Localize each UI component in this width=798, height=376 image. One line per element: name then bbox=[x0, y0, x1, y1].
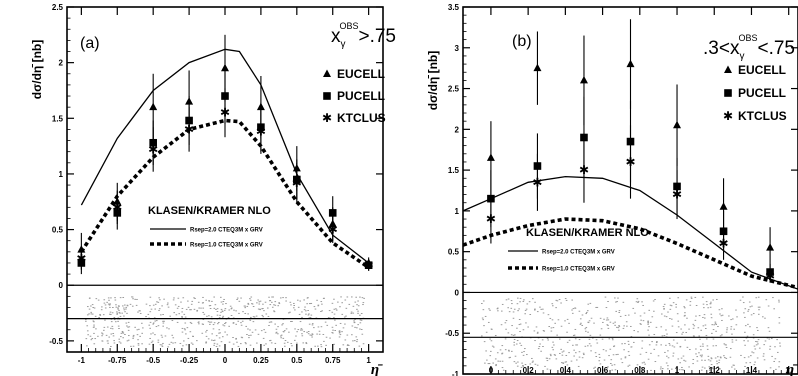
panel-a-point-eucell bbox=[221, 63, 229, 72]
panel-b-legend-label-pucell: PUCELL bbox=[738, 86, 786, 100]
panel-a-ytick-label: 1.5 bbox=[52, 114, 64, 123]
panel-b-point-ktclus: ✱ bbox=[672, 188, 682, 202]
panel-a-point-ktclus: ✱ bbox=[76, 252, 86, 266]
panel-a-x-axis-label: η̄ bbox=[371, 362, 383, 376]
panel-b-xtick-label: 0.6 bbox=[597, 366, 609, 375]
panel-a-ytick-label: 2.5 bbox=[52, 3, 64, 12]
panel-a-point-ktclus: ✱ bbox=[184, 122, 194, 136]
panel-a-theory-curve-solid bbox=[80, 48, 369, 264]
panel-a-point-ktclus: ✱ bbox=[112, 200, 122, 214]
panel-b-point-ktclus: ✱ bbox=[719, 237, 729, 251]
panel-b-point-ktclus: ✱ bbox=[625, 155, 635, 169]
panel-a-theory-legend-label: Rsep=2.0 CTEQ3M x GRV bbox=[190, 228, 263, 234]
panel-a-point-ktclus: ✱ bbox=[328, 223, 338, 237]
panel-a-legend-label-eucell: EUCELL bbox=[337, 67, 385, 81]
panel-a-ytick-label: 0.5 bbox=[52, 226, 64, 235]
panel-b-ytick-label: 0 bbox=[455, 288, 460, 297]
panel-a-xtick-label: 0 bbox=[223, 356, 228, 365]
panel-a-xtick-label: -0.25 bbox=[180, 356, 199, 365]
panel-b-cut-label: .3<xγOBS<.75 bbox=[703, 33, 795, 62]
panel-a-point-ktclus: ✱ bbox=[364, 258, 374, 272]
panel-a-xtick-label: 1 bbox=[366, 356, 371, 365]
panel-b-legend-marker-eucell bbox=[724, 65, 732, 73]
panel-b-ytick-label: -1 bbox=[452, 370, 460, 376]
panel-b-panel-label: (b) bbox=[512, 33, 532, 50]
panel-a-xtick-label: -0.75 bbox=[108, 356, 127, 365]
panel-b-xtick-label: 0.4 bbox=[560, 366, 572, 375]
panel-b-point-eucell bbox=[766, 243, 775, 251]
panel-a-xtick-label: -1 bbox=[78, 356, 86, 365]
panel-b-point-eucell bbox=[626, 59, 635, 68]
panel-b-point-ktclus: ✱ bbox=[765, 269, 775, 283]
panel-b-frame bbox=[462, 6, 798, 375]
panel-b-legend-marker-ktclus: ✱ bbox=[723, 109, 733, 123]
panel-b-theory-legend-label: Rsep=1.0 CTEQ3M x GRV bbox=[542, 267, 615, 273]
panel-b-xtick-label: 0.2 bbox=[523, 366, 535, 375]
panel-a-legend-label-ktclus: KTCLUS bbox=[337, 111, 386, 125]
panel-b-point-eucell bbox=[673, 120, 682, 129]
panel-b-ytick-label: 3 bbox=[455, 44, 460, 53]
panel-a-cut-label: xγOBS>.75 bbox=[331, 21, 396, 50]
panel-a-ytick-label: 1 bbox=[59, 170, 64, 179]
panel-b-ytick-label: 2.5 bbox=[448, 85, 460, 94]
panel-b-legend-marker-pucell bbox=[724, 89, 732, 97]
panel-b-legend-label-ktclus: KTCLUS bbox=[738, 109, 787, 123]
panel-b-systematic-band bbox=[481, 296, 782, 371]
panel-b-ytick-label: 1.5 bbox=[448, 166, 460, 175]
panel-a-point-ktclus: ✱ bbox=[220, 106, 230, 120]
panel-b-xtick-label: 0.8 bbox=[634, 366, 646, 375]
panel-b-theory-legend-label: Rsep=2.0 CTEQ3M x GRV bbox=[542, 250, 615, 256]
panel-a-xtick-label: 0.25 bbox=[253, 356, 269, 365]
panel-b-point-ktclus: ✱ bbox=[532, 175, 542, 189]
panel-b-theory-curve-solid bbox=[462, 175, 798, 290]
panel-a-xtick-label: 0.5 bbox=[291, 356, 303, 365]
panel-b-ytick-label: 1 bbox=[455, 207, 460, 216]
panel-b-ytick-label: -0.5 bbox=[445, 329, 459, 338]
panel-a-xtick-label: -0.5 bbox=[146, 356, 160, 365]
panel-a-point-ktclus: ✱ bbox=[292, 176, 302, 190]
panel-b-legend-label-eucell: EUCELL bbox=[738, 63, 786, 77]
panel-b-ytick-label: 0.5 bbox=[448, 248, 460, 257]
panel-a-panel-label: (a) bbox=[80, 35, 100, 52]
panel-b-point-eucell bbox=[579, 75, 588, 84]
panel-b-theory-title: KLASEN/KRAMER NLO bbox=[526, 227, 649, 239]
panel-a-point-eucell bbox=[149, 102, 158, 111]
panel-a-theory-legend-label: Rsep=1.0 CTEQ3M x GRV bbox=[190, 243, 263, 249]
panel-a-legend-marker-ktclus: ✱ bbox=[322, 111, 332, 125]
panel-a-y-axis-label: dσ/dη̄ [nb] bbox=[30, 40, 44, 100]
panel-b-point-ktclus: ✱ bbox=[579, 163, 589, 177]
panel-a-point-pucell bbox=[328, 209, 337, 217]
panel-b-xtick-label: 1. bbox=[785, 366, 792, 375]
panel-a-legend-label-pucell: PUCELL bbox=[337, 89, 385, 103]
panel-a-ytick-label: 2 bbox=[59, 59, 64, 68]
panel-a-theory-curve-dashed bbox=[79, 118, 370, 269]
panel-a-point-ktclus: ✱ bbox=[148, 142, 158, 156]
panel-a-theory-title: KLASEN/KRAMER NLO bbox=[148, 205, 271, 217]
panel-b-ytick-label: 3.5 bbox=[448, 3, 460, 12]
panel-b-point-eucell bbox=[486, 153, 495, 161]
panel-b-ytick-label: 2 bbox=[455, 125, 460, 134]
panel-b-xtick-label: 1 bbox=[675, 366, 680, 375]
panel-b-point-eucell bbox=[533, 63, 542, 72]
panel-a-legend-marker-pucell bbox=[323, 92, 331, 100]
panel-b-point-ktclus: ✱ bbox=[486, 212, 496, 226]
panel-a-xtick-label: 0.75 bbox=[325, 356, 341, 365]
panel-b-xtick-label: 1.2 bbox=[709, 366, 721, 375]
panel-a-systematic-band bbox=[85, 296, 365, 348]
panel-b-theory-curve-dashed bbox=[462, 217, 798, 290]
panel-b-y-axis-label: dσ/dη̄ [nb] bbox=[426, 51, 440, 111]
panel-a-ytick-label: 0 bbox=[59, 281, 64, 290]
panel-b-point-eucell bbox=[719, 202, 728, 210]
panel-a-point-ktclus: ✱ bbox=[256, 125, 266, 139]
panel-a-legend-marker-eucell bbox=[323, 69, 331, 77]
panel-b-xtick-label: 0 bbox=[489, 366, 494, 375]
panel-b-xtick-label: 1.4 bbox=[746, 366, 758, 375]
panel-a-ytick-label: -0.5 bbox=[49, 337, 63, 346]
